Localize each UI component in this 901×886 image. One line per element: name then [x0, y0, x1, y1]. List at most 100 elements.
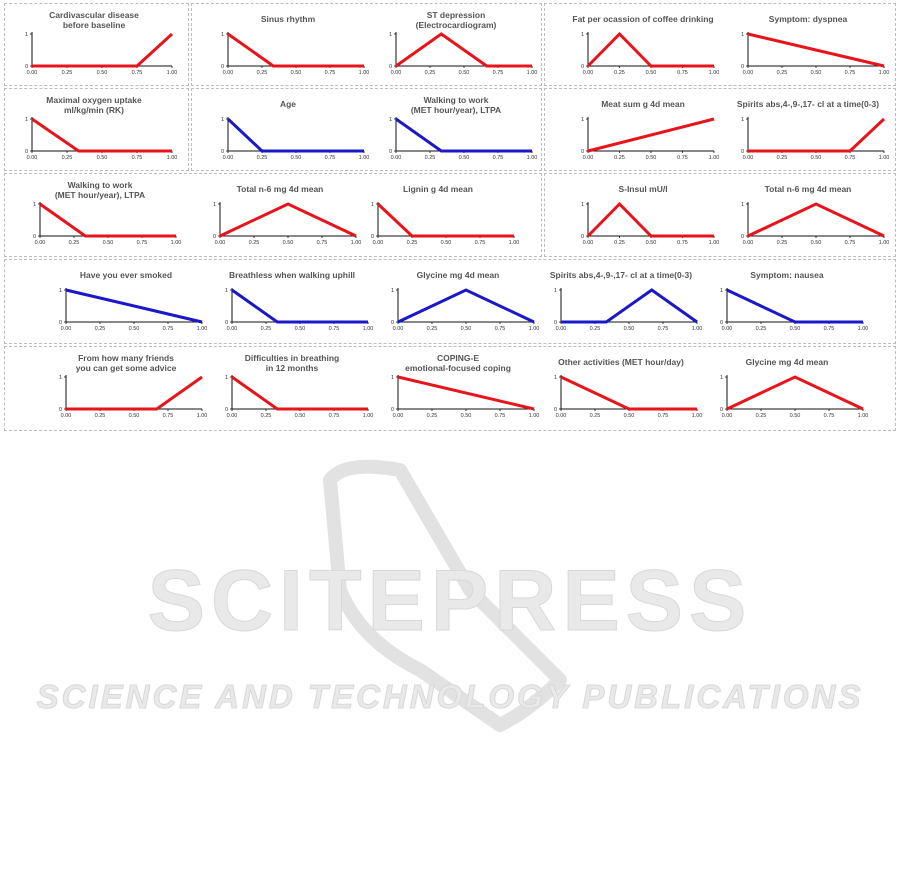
x-tick-label: 0.25	[407, 240, 418, 246]
x-tick-label: 0.75	[495, 326, 506, 332]
chart-panel: Lignin g 4d mean 0 1 0.00 0.25 0.50 0.75 1.00	[358, 178, 519, 254]
chart-plot: 0 1 0.00 0.25 0.50 0.75 1.00	[213, 202, 361, 246]
x-tick-label: 0.50	[461, 326, 472, 332]
chart-title: Walking to work (MET hour/year), LTPA	[54, 180, 146, 200]
y-tick-label: 0	[581, 234, 584, 240]
y-tick-label: 1	[391, 288, 394, 294]
chart-title: Maximal oxygen uptake ml/kg/min (RK)	[46, 95, 142, 115]
chart-plot: 0 1 0.00 0.25 0.50 0.75 1.00	[221, 117, 369, 161]
x-tick-label: 0.50	[97, 70, 108, 76]
y-tick-label: 0	[225, 320, 228, 326]
y-tick-label: 0	[581, 64, 584, 70]
chart-panel: Walking to work (MET hour/year), LTPA 0 1 0…	[376, 93, 537, 169]
chart-panel: Symptom: nausea 0 1 0.00 0.25 0.50 0.75 1.00	[707, 264, 868, 340]
x-tick-label: 1.00	[692, 326, 703, 332]
y-tick-label: 0	[554, 407, 557, 413]
x-tick-label: 0.25	[427, 326, 438, 332]
series-line	[747, 202, 885, 238]
y-tick-label: 0	[720, 407, 723, 413]
x-tick-label: 0.00	[373, 240, 384, 246]
x-tick-label: 0.25	[425, 70, 436, 76]
x-tick-label: 1.00	[879, 155, 890, 161]
x-tick-label: 0.50	[441, 240, 452, 246]
x-tick-label: 0.00	[393, 413, 404, 419]
x-tick-label: 1.00	[709, 240, 720, 246]
x-tick-label: 0.25	[777, 155, 788, 161]
chart-title: Spirits abs,4-,9-,17- cl at a time(0-3)	[549, 270, 693, 280]
x-tick-label: 1.00	[363, 413, 374, 419]
x-tick-label: 1.00	[167, 155, 178, 161]
chart-title: Spirits abs,4-,9-,17- cl at a time(0-3)	[736, 99, 880, 109]
chart-plot: 0 1 0.00 0.25 0.50 0.75 1.00	[371, 202, 519, 246]
chart-title: Lignin g 4d mean	[403, 184, 473, 194]
x-tick-label: 1.00	[879, 70, 890, 76]
chart-panel: Cardivascular disease before baseline 0 1 0…	[12, 8, 177, 84]
y-tick-label: 1	[25, 32, 28, 38]
x-tick-label: 0.75	[329, 326, 340, 332]
series-line	[219, 202, 357, 238]
y-tick-label: 0	[741, 234, 744, 240]
y-tick-label: 0	[59, 320, 62, 326]
y-tick-label: 1	[221, 117, 224, 123]
x-tick-label: 0.25	[777, 70, 788, 76]
group-frame	[4, 3, 189, 86]
x-tick-label: 0.00	[743, 155, 754, 161]
series-line	[231, 375, 368, 411]
x-tick-label: 0.00	[61, 326, 72, 332]
chart-panel: Spirits abs,4-,9-,17- cl at a time(0-3) 0…	[728, 93, 890, 169]
x-tick-label: 0.25	[257, 70, 268, 76]
x-tick-label: 0.75	[132, 70, 143, 76]
chart-title: S-Insul mU/l	[618, 184, 668, 194]
x-tick-label: 0.00	[722, 326, 733, 332]
series-line	[376, 202, 514, 238]
chart-title: Fat per ocassion of coffee drinking	[572, 14, 714, 24]
series-line	[726, 288, 863, 324]
chart-title: Symptom: nausea	[750, 270, 824, 280]
series-line	[586, 31, 714, 68]
y-tick-label: 1	[741, 117, 744, 123]
x-tick-label: 0.00	[583, 240, 594, 246]
x-tick-label: 0.75	[845, 240, 856, 246]
watermark-logo-text: SCITEPRESS	[148, 553, 753, 649]
chart-title: Cardivascular disease before baseline	[49, 10, 139, 30]
chart-panel: Total n-6 mg 4d mean 0 1 0.00 0.25 0.50 0.75 1.…	[200, 178, 361, 254]
chart-title: From how many friends you can get some a…	[75, 353, 177, 373]
x-tick-label: 0.50	[790, 413, 801, 419]
x-tick-label: 1.00	[171, 240, 182, 246]
x-tick-label: 0.50	[103, 240, 114, 246]
x-tick-label: 0.00	[215, 240, 226, 246]
group-frame	[544, 3, 896, 86]
chart-plot: 0 1 0.00 0.25 0.50 0.75 1.00	[389, 32, 537, 76]
chart-title: Symptom: dyspnea	[768, 14, 848, 24]
series-line	[561, 288, 698, 324]
x-tick-label: 0.50	[646, 70, 657, 76]
x-tick-label: 0.50	[459, 70, 470, 76]
x-tick-label: 0.50	[646, 240, 657, 246]
y-tick-label: 0	[720, 320, 723, 326]
chart-title: Glycine mg 4d mean	[416, 270, 500, 280]
x-tick-label: 1.00	[879, 240, 890, 246]
y-tick-label: 0	[213, 234, 216, 240]
x-tick-label: 0.50	[291, 155, 302, 161]
x-tick-label: 0.75	[658, 413, 669, 419]
x-tick-label: 0.00	[583, 70, 594, 76]
group-frame	[191, 88, 542, 171]
chart-plot: 0 1 0.00 0.25 0.50 0.75 1.00	[25, 32, 177, 76]
x-tick-label: 0.25	[427, 413, 438, 419]
x-tick-label: 1.00	[197, 413, 208, 419]
x-tick-label: 0.75	[495, 413, 506, 419]
x-tick-label: 0.00	[391, 70, 402, 76]
x-tick-label: 0.25	[69, 240, 80, 246]
x-tick-label: 0.00	[583, 155, 594, 161]
y-tick-label: 0	[33, 234, 36, 240]
y-tick-label: 0	[225, 407, 228, 413]
chart-plot: 0 1 0.00 0.25 0.50 0.75 1.00	[554, 288, 703, 332]
y-tick-label: 0	[59, 407, 62, 413]
chart-panel: Walking to work (MET hour/year), LTPA 0 1 0…	[20, 178, 182, 254]
chart-panel: Glycine mg 4d mean 0 1 0.00 0.25 0.50 0.75 1.00	[378, 264, 539, 340]
chart-title: Have you ever smoked	[79, 270, 173, 280]
series-line	[39, 202, 176, 238]
chart-panel: Glycine mg 4d mean 0 1 0.00 0.25 0.50 0.75 1.00	[707, 351, 868, 427]
x-tick-label: 0.75	[137, 240, 148, 246]
chart-plot: 0 1 0.00 0.25 0.50 0.75 1.00	[581, 31, 719, 76]
